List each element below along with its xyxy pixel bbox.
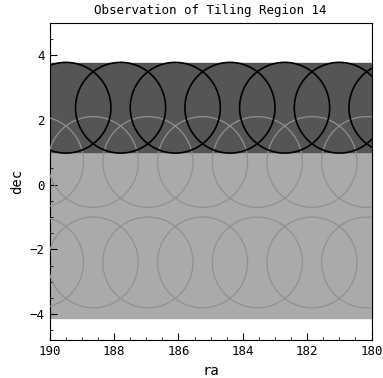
Title: Observation of Tiling Region 14: Observation of Tiling Region 14 [94,4,327,17]
X-axis label: ra: ra [202,364,219,378]
Bar [50,152,372,318]
Y-axis label: dec: dec [10,169,25,194]
Bar [50,63,372,152]
